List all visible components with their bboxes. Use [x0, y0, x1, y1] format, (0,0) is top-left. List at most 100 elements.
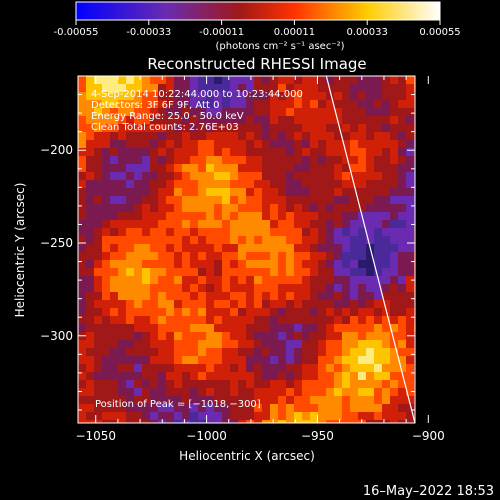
heatmap-cell [238, 244, 246, 252]
heatmap-cell [174, 180, 182, 188]
heatmap-cell [86, 244, 94, 252]
heatmap-cell [182, 292, 190, 300]
heatmap-cell [110, 92, 118, 100]
heatmap-cell [334, 412, 342, 420]
heatmap-cell [286, 308, 294, 316]
heatmap-cell [206, 356, 214, 364]
heatmap-cell [374, 188, 382, 196]
heatmap-cell [270, 140, 278, 148]
heatmap-cell [286, 316, 294, 324]
heatmap-cell [406, 364, 414, 372]
heatmap-cell [374, 124, 382, 132]
heatmap-cell [254, 212, 262, 220]
heatmap-cell [142, 356, 150, 364]
heatmap-cell [190, 356, 198, 364]
heatmap-cell [326, 100, 334, 108]
heatmap-cell [214, 108, 222, 116]
heatmap-cell [318, 188, 326, 196]
heatmap-cell [166, 316, 174, 324]
heatmap-cell [398, 172, 406, 180]
heatmap-cell [294, 332, 302, 340]
heatmap-cell [190, 340, 198, 348]
heatmap-cell [390, 140, 398, 148]
heatmap-cell [334, 236, 342, 244]
heatmap-cell [310, 172, 318, 180]
heatmap-cell [214, 164, 222, 172]
heatmap-cell [382, 268, 390, 276]
heatmap-cell [390, 124, 398, 132]
heatmap-cell [334, 100, 342, 108]
heatmap-cell [174, 356, 182, 364]
heatmap-cell [326, 156, 334, 164]
heatmap-cell [110, 116, 118, 124]
heatmap-cell [182, 148, 190, 156]
heatmap-cell [382, 300, 390, 308]
heatmap-cell [150, 332, 158, 340]
heatmap-cell [326, 348, 334, 356]
heatmap-cell [294, 204, 302, 212]
heatmap-cell [334, 92, 342, 100]
heatmap-cell [398, 244, 406, 252]
heatmap-cell [150, 204, 158, 212]
heatmap-cell [222, 300, 230, 308]
heatmap-cell [86, 340, 94, 348]
heatmap-cell [110, 260, 118, 268]
heatmap-cell [350, 156, 358, 164]
heatmap-cell [102, 228, 110, 236]
heatmap-cell [310, 196, 318, 204]
heatmap-cell [126, 364, 134, 372]
heatmap-cell [78, 108, 86, 116]
heatmap-cell [262, 284, 270, 292]
heatmap-cell [182, 204, 190, 212]
y-axis-label: Heliocentric Y (arcsec) [13, 183, 27, 318]
heatmap-cell [246, 92, 254, 100]
heatmap-cell [198, 156, 206, 164]
heatmap-cell [206, 196, 214, 204]
heatmap-cell [190, 180, 198, 188]
heatmap-cell [142, 276, 150, 284]
heatmap-cell [238, 100, 246, 108]
heatmap-cell [142, 324, 150, 332]
heatmap-cell [302, 356, 310, 364]
heatmap-cell [302, 420, 310, 423]
heatmap-cell [142, 204, 150, 212]
heatmap-cell [238, 284, 246, 292]
heatmap-cell [366, 420, 374, 423]
x-tick-label: −1050 [75, 429, 116, 443]
heatmap-cell [182, 212, 190, 220]
heatmap-cell [334, 372, 342, 380]
heatmap-cell [182, 388, 190, 396]
heatmap-cell [246, 420, 254, 423]
heatmap-cell [358, 172, 366, 180]
heatmap-cell [366, 92, 374, 100]
heatmap-cell [262, 396, 270, 404]
heatmap-cell [158, 212, 166, 220]
heatmap-cell [94, 228, 102, 236]
heatmap-cell [374, 236, 382, 244]
heatmap-cell [350, 196, 358, 204]
heatmap-cell [238, 412, 246, 420]
heatmap-cell [358, 348, 366, 356]
heatmap-cell [142, 220, 150, 228]
heatmap-cell [350, 356, 358, 364]
heatmap-cell [158, 140, 166, 148]
heatmap-cell [150, 116, 158, 124]
heatmap-cell [102, 404, 110, 412]
heatmap-cell [358, 268, 366, 276]
heatmap-cell [382, 244, 390, 252]
heatmap-cell [310, 132, 318, 140]
heatmap-cell [318, 116, 326, 124]
heatmap-cell [350, 420, 358, 423]
heatmap-cell [134, 76, 142, 84]
heatmap-cell [230, 284, 238, 292]
heatmap-cell [238, 172, 246, 180]
heatmap-cell [230, 228, 238, 236]
heatmap-cell [150, 92, 158, 100]
heatmap-cell [86, 412, 94, 420]
heatmap-cell [286, 228, 294, 236]
heatmap-cell [86, 316, 94, 324]
heatmap-cell [350, 124, 358, 132]
heatmap-cell [270, 364, 278, 372]
heatmap-cell [406, 260, 414, 268]
heatmap-cell [230, 356, 238, 364]
